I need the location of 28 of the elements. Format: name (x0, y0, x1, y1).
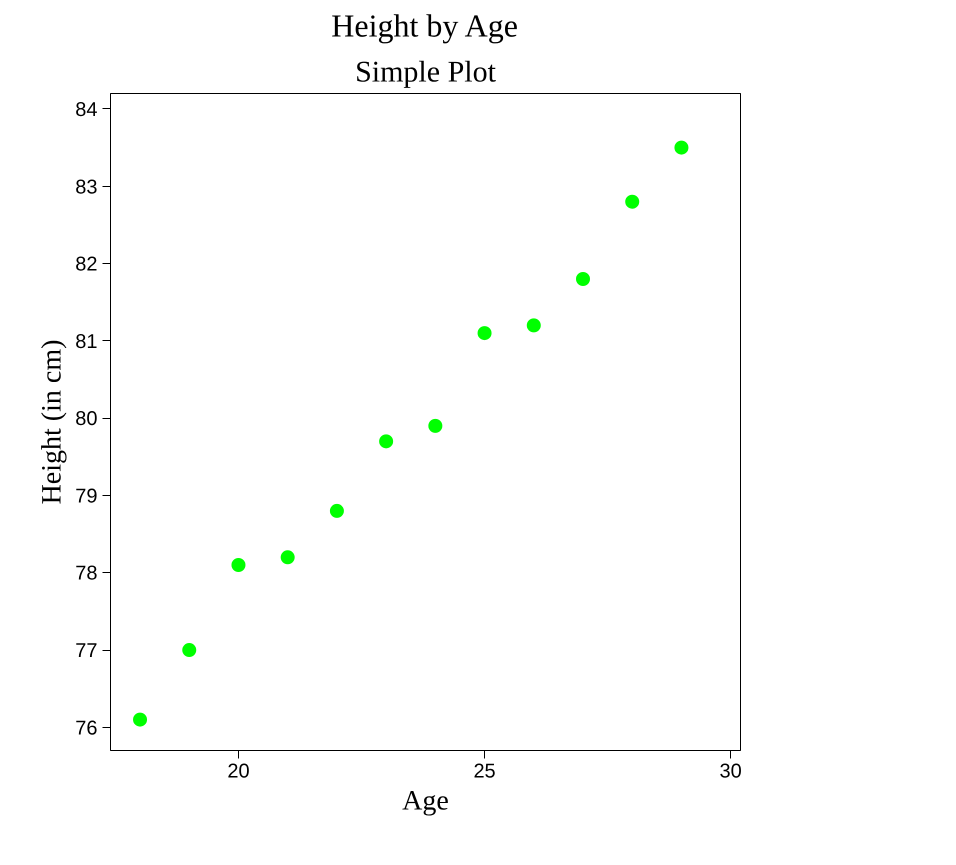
y-tick-label: 82 (75, 254, 98, 276)
x-tick-label: 20 (227, 760, 250, 782)
chart-title: Height by Age (331, 8, 518, 44)
point (625, 194, 640, 209)
point (280, 550, 295, 564)
y-tick-label: 80 (75, 408, 98, 430)
point (478, 326, 492, 340)
point (526, 318, 541, 332)
y-tick-label: 81 (75, 330, 98, 353)
y-tick-label: 77 (75, 640, 98, 662)
y-tick-label: 79 (75, 485, 98, 508)
point (674, 140, 688, 155)
y-tick-label: 78 (75, 562, 98, 585)
point (379, 434, 394, 448)
y-tick-label: 83 (75, 176, 98, 198)
x-tick-label: 25 (473, 760, 496, 782)
point (428, 418, 442, 433)
y-axis-title: Height (in cm) (36, 340, 68, 504)
chart-subtitle: Simple Plot (355, 56, 497, 88)
point (330, 504, 344, 518)
y-tick-label: 84 (75, 98, 98, 121)
y-tick-label: 76 (75, 717, 98, 740)
point (576, 272, 590, 286)
point (133, 712, 148, 727)
x-tick-label: 30 (720, 760, 742, 782)
point (182, 643, 196, 658)
point (231, 558, 246, 572)
x-axis-title: Age (402, 786, 449, 816)
